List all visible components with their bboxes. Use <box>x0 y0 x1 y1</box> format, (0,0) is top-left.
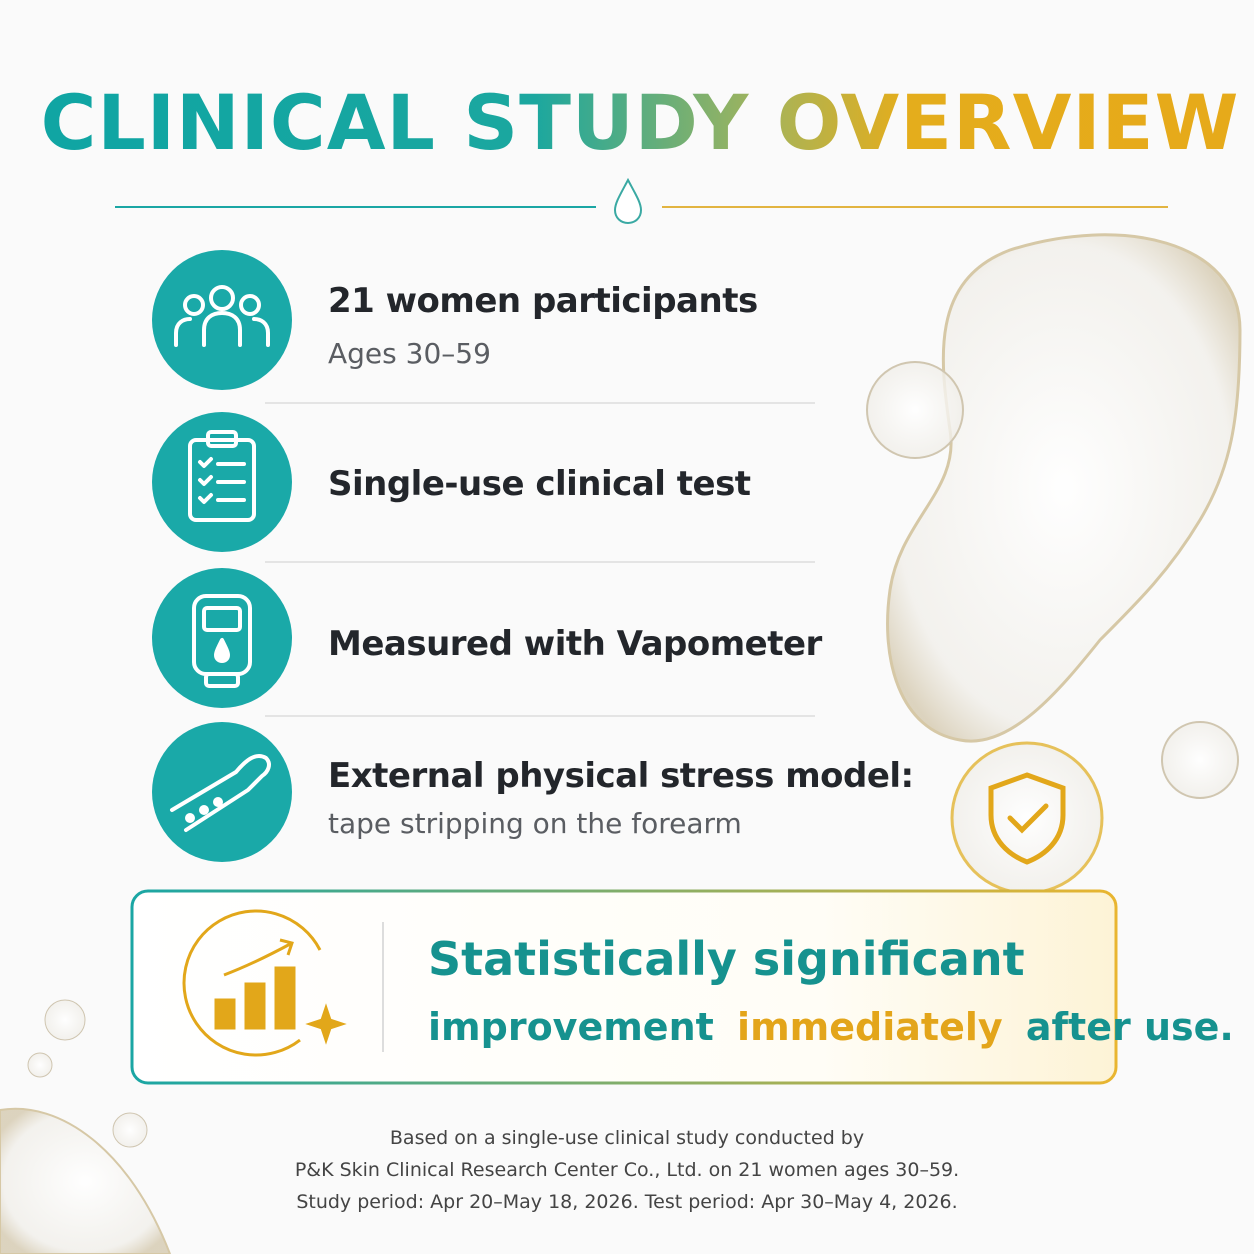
gel-blob <box>886 233 1242 743</box>
item-icons <box>152 250 292 862</box>
forearm-icon <box>170 753 271 832</box>
callout-text: after use. <box>1026 1005 1234 1049</box>
shield-icon <box>988 772 1066 865</box>
callout-line1: Statistically significant <box>428 932 1025 986</box>
gel-drop <box>1161 721 1239 799</box>
people-icon <box>174 285 270 347</box>
icon-arrow <box>223 938 294 977</box>
sparkle <box>305 1003 347 1045</box>
shield-drop <box>950 741 1104 895</box>
item-subtitle: tape stripping on the forearm <box>328 807 742 840</box>
item-title: External physical stress model: <box>328 756 914 796</box>
gel-drop <box>44 999 86 1041</box>
gel-drop <box>27 1052 53 1078</box>
gel-blob <box>0 1107 172 1254</box>
callout-text: improvement <box>428 1005 714 1049</box>
item-title: 21 women participants <box>328 281 758 321</box>
item-subtitle: Ages 30–59 <box>328 337 491 370</box>
callout-box <box>130 889 1118 1085</box>
gel-drop <box>866 361 964 459</box>
callout-highlight: immediately <box>737 1005 1003 1049</box>
icon-bar <box>274 966 296 1030</box>
drop-icon <box>613 177 643 225</box>
callout-line2: improvement immediately after use. <box>428 1005 1234 1049</box>
icon-circle <box>152 250 292 390</box>
icon-circle <box>152 722 292 862</box>
icon-circle <box>152 568 292 708</box>
item-title: Single-use clinical test <box>328 464 751 504</box>
icon-ring <box>182 909 322 1057</box>
vapometer-icon <box>192 594 252 688</box>
footnote: Study period: Apr 20–May 18, 2026. Test … <box>296 1191 957 1213</box>
icon-bar <box>214 998 236 1030</box>
icon-bar <box>244 982 266 1030</box>
title: CLINICAL STUDY OVERVIEW <box>41 78 1240 167</box>
footnote: Based on a single-use clinical study con… <box>390 1127 864 1149</box>
gel-drop <box>112 1112 148 1148</box>
clipboard-icon <box>188 430 256 522</box>
item-title: Measured with Vapometer <box>328 624 823 664</box>
check-icon <box>1007 803 1049 834</box>
footnote: P&K Skin Clinical Research Center Co., L… <box>295 1159 959 1181</box>
growth-icon <box>182 909 347 1057</box>
